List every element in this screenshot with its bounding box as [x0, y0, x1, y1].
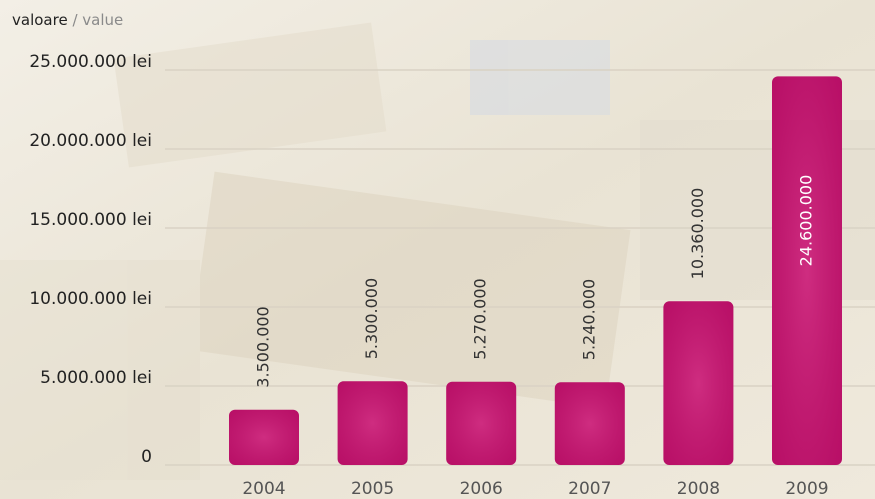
value-label: 5.300.000 [362, 278, 381, 359]
value-label: 10.360.000 [688, 188, 707, 280]
x-tick-label: 2004 [242, 479, 285, 499]
y-tick-label: 5.000.000 lei [40, 368, 152, 388]
y-tick-label: 0 [141, 447, 152, 467]
value-label: 5.240.000 [579, 279, 598, 360]
x-tick-label: 2009 [785, 479, 828, 499]
bar-shade [229, 409, 299, 465]
y-axis-title-en: / value [72, 11, 123, 29]
x-tick-label: 2007 [568, 479, 611, 499]
y-tick-label: 25.000.000 lei [29, 52, 152, 72]
y-tick-label: 15.000.000 lei [29, 210, 152, 230]
x-tick-label: 2008 [677, 479, 720, 499]
value-label: 24.600.000 [797, 175, 816, 267]
y-axis-title: valoare / value [12, 11, 123, 29]
bar-shade [772, 76, 842, 465]
bar-shade [446, 381, 517, 465]
banknote-decoration [0, 22, 875, 480]
bar-shade [663, 301, 734, 465]
bar-shade [554, 382, 625, 465]
x-tick-label: 2006 [460, 479, 503, 499]
value-label: 5.270.000 [471, 278, 490, 359]
y-axis-title-ro: valoare [12, 11, 68, 29]
y-tick-label: 20.000.000 lei [29, 131, 152, 151]
bar-shade [337, 381, 408, 465]
x-tick-label: 2005 [351, 479, 394, 499]
y-tick-label: 10.000.000 lei [29, 289, 152, 309]
value-label: 3.500.000 [254, 306, 273, 387]
